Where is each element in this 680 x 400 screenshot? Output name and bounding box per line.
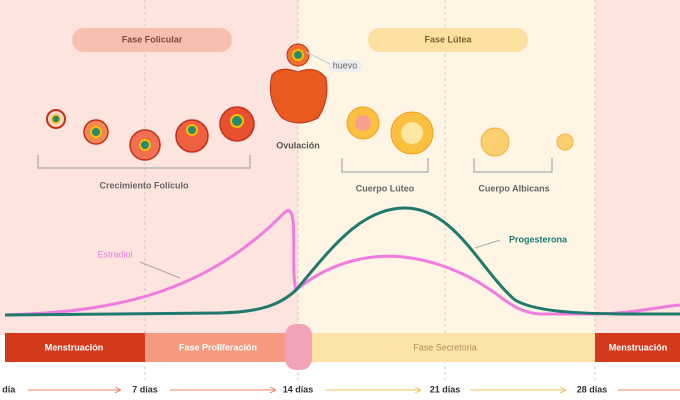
bracket-label: Cuerpo Albicans bbox=[478, 183, 549, 193]
bracket-label: Crecimiento Folículo bbox=[99, 180, 189, 190]
egg-tag bbox=[328, 60, 362, 72]
estradiol-curve bbox=[4, 209, 680, 317]
hormone-label: Estradiol bbox=[97, 249, 132, 259]
ovulation-label: Ovulación bbox=[276, 140, 320, 150]
ovulation-marker bbox=[285, 324, 312, 370]
phase-label: Fase Lútea bbox=[424, 34, 472, 44]
stage-bar bbox=[5, 333, 145, 362]
day-label: 14 días bbox=[283, 384, 314, 394]
callout bbox=[139, 261, 181, 279]
brackets bbox=[37, 155, 553, 173]
stage-bar bbox=[595, 333, 680, 362]
egg-label: huevo bbox=[333, 60, 358, 70]
phase-pill bbox=[368, 28, 528, 52]
progesterone-curve bbox=[4, 206, 680, 317]
follicles bbox=[46, 43, 574, 161]
stage-bar bbox=[145, 333, 298, 362]
bracket-label: Cuerpo Lúteo bbox=[356, 183, 415, 193]
day-label: 21 días bbox=[430, 384, 461, 394]
phase-label: Fase Folicular bbox=[122, 34, 183, 44]
stage-label: Menstruación bbox=[45, 342, 104, 352]
day-label: 7 días bbox=[132, 384, 158, 394]
stage-label: Menstruación bbox=[609, 342, 668, 352]
stage-label: Fase Secretoria bbox=[413, 342, 477, 352]
hormone-label: Progesterona bbox=[509, 234, 568, 244]
phase-pill bbox=[72, 28, 232, 52]
egg-pointer bbox=[305, 51, 331, 65]
stage-label: Fase Proliferación bbox=[179, 342, 257, 352]
callout bbox=[474, 239, 501, 249]
stage-bar bbox=[298, 333, 595, 362]
day-label: 28 días bbox=[577, 384, 608, 394]
day-label: 1 día bbox=[0, 384, 16, 394]
